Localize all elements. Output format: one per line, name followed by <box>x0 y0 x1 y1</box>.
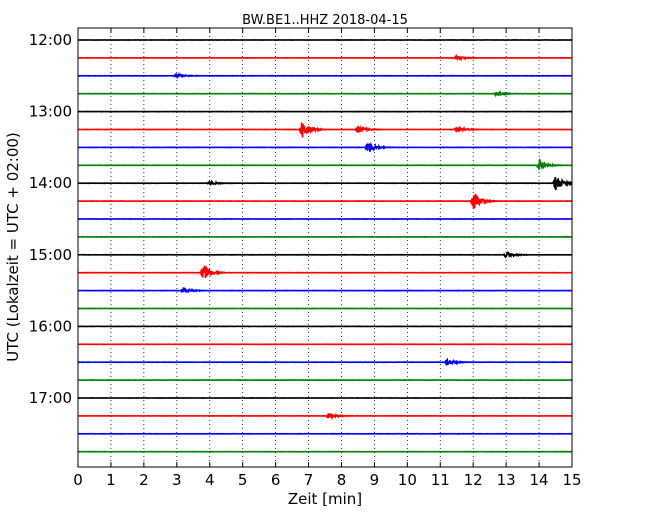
x-tick-label: 3 <box>172 471 182 489</box>
seismic-trace-1630 <box>77 357 573 366</box>
x-tick-label: 8 <box>337 471 347 489</box>
y-tick-label: 12:00 <box>29 31 72 49</box>
seismic-trace-1530 <box>77 287 573 294</box>
x-tick-label: 1 <box>106 471 116 489</box>
y-axis-label: UTC (Lokalzeit = UTC + 02:00) <box>4 132 22 362</box>
tick-group: 0 1 2 3 4 5 6 7 8 9 10 11 12 13 14 1512:0013:0014:0015:… <box>29 28 582 489</box>
seismic-trace-1315 <box>77 122 573 138</box>
x-tick-label: 5 <box>238 471 248 489</box>
x-tick-label: 15 <box>562 471 581 489</box>
seismic-trace-1715 <box>77 412 573 421</box>
x-axis-label: Zeit [min] <box>288 490 362 508</box>
x-tick-label: 4 <box>205 471 215 489</box>
seismic-trace-1230 <box>77 71 573 79</box>
seismic-trace-1330 <box>77 142 573 153</box>
y-tick-label: 15:00 <box>29 246 72 264</box>
x-tick-label: 2 <box>139 471 149 489</box>
chart-title: BW.BE1..HHZ 2018-04-15 <box>242 13 408 28</box>
x-tick-label: 7 <box>304 471 314 489</box>
x-tick-label: 14 <box>530 471 549 489</box>
seismic-trace-1245 <box>77 90 573 98</box>
x-tick-label: 12 <box>464 471 483 489</box>
x-tick-label: 0 <box>73 471 83 489</box>
x-tick-label: 6 <box>271 471 281 489</box>
x-tick-label: 10 <box>398 471 417 489</box>
seismic-trace-1215 <box>77 53 573 62</box>
y-tick-label: 14:00 <box>29 174 72 192</box>
plot-frame <box>77 27 573 468</box>
trace-group <box>77 38 573 453</box>
seismic-trace-1500 <box>77 251 573 259</box>
x-tick-label: 13 <box>497 471 516 489</box>
seismic-trace-1415 <box>77 193 573 209</box>
x-tick-label: 9 <box>370 471 380 489</box>
seismic-trace-1400 <box>77 176 573 191</box>
x-tick-label: 11 <box>431 471 450 489</box>
y-tick-label: 17:00 <box>29 389 72 407</box>
seismic-trace-1345 <box>77 158 573 170</box>
y-tick-label: 16:00 <box>29 317 72 335</box>
y-tick-label: 13:00 <box>29 103 72 121</box>
seismic-trace-1515 <box>77 265 573 279</box>
